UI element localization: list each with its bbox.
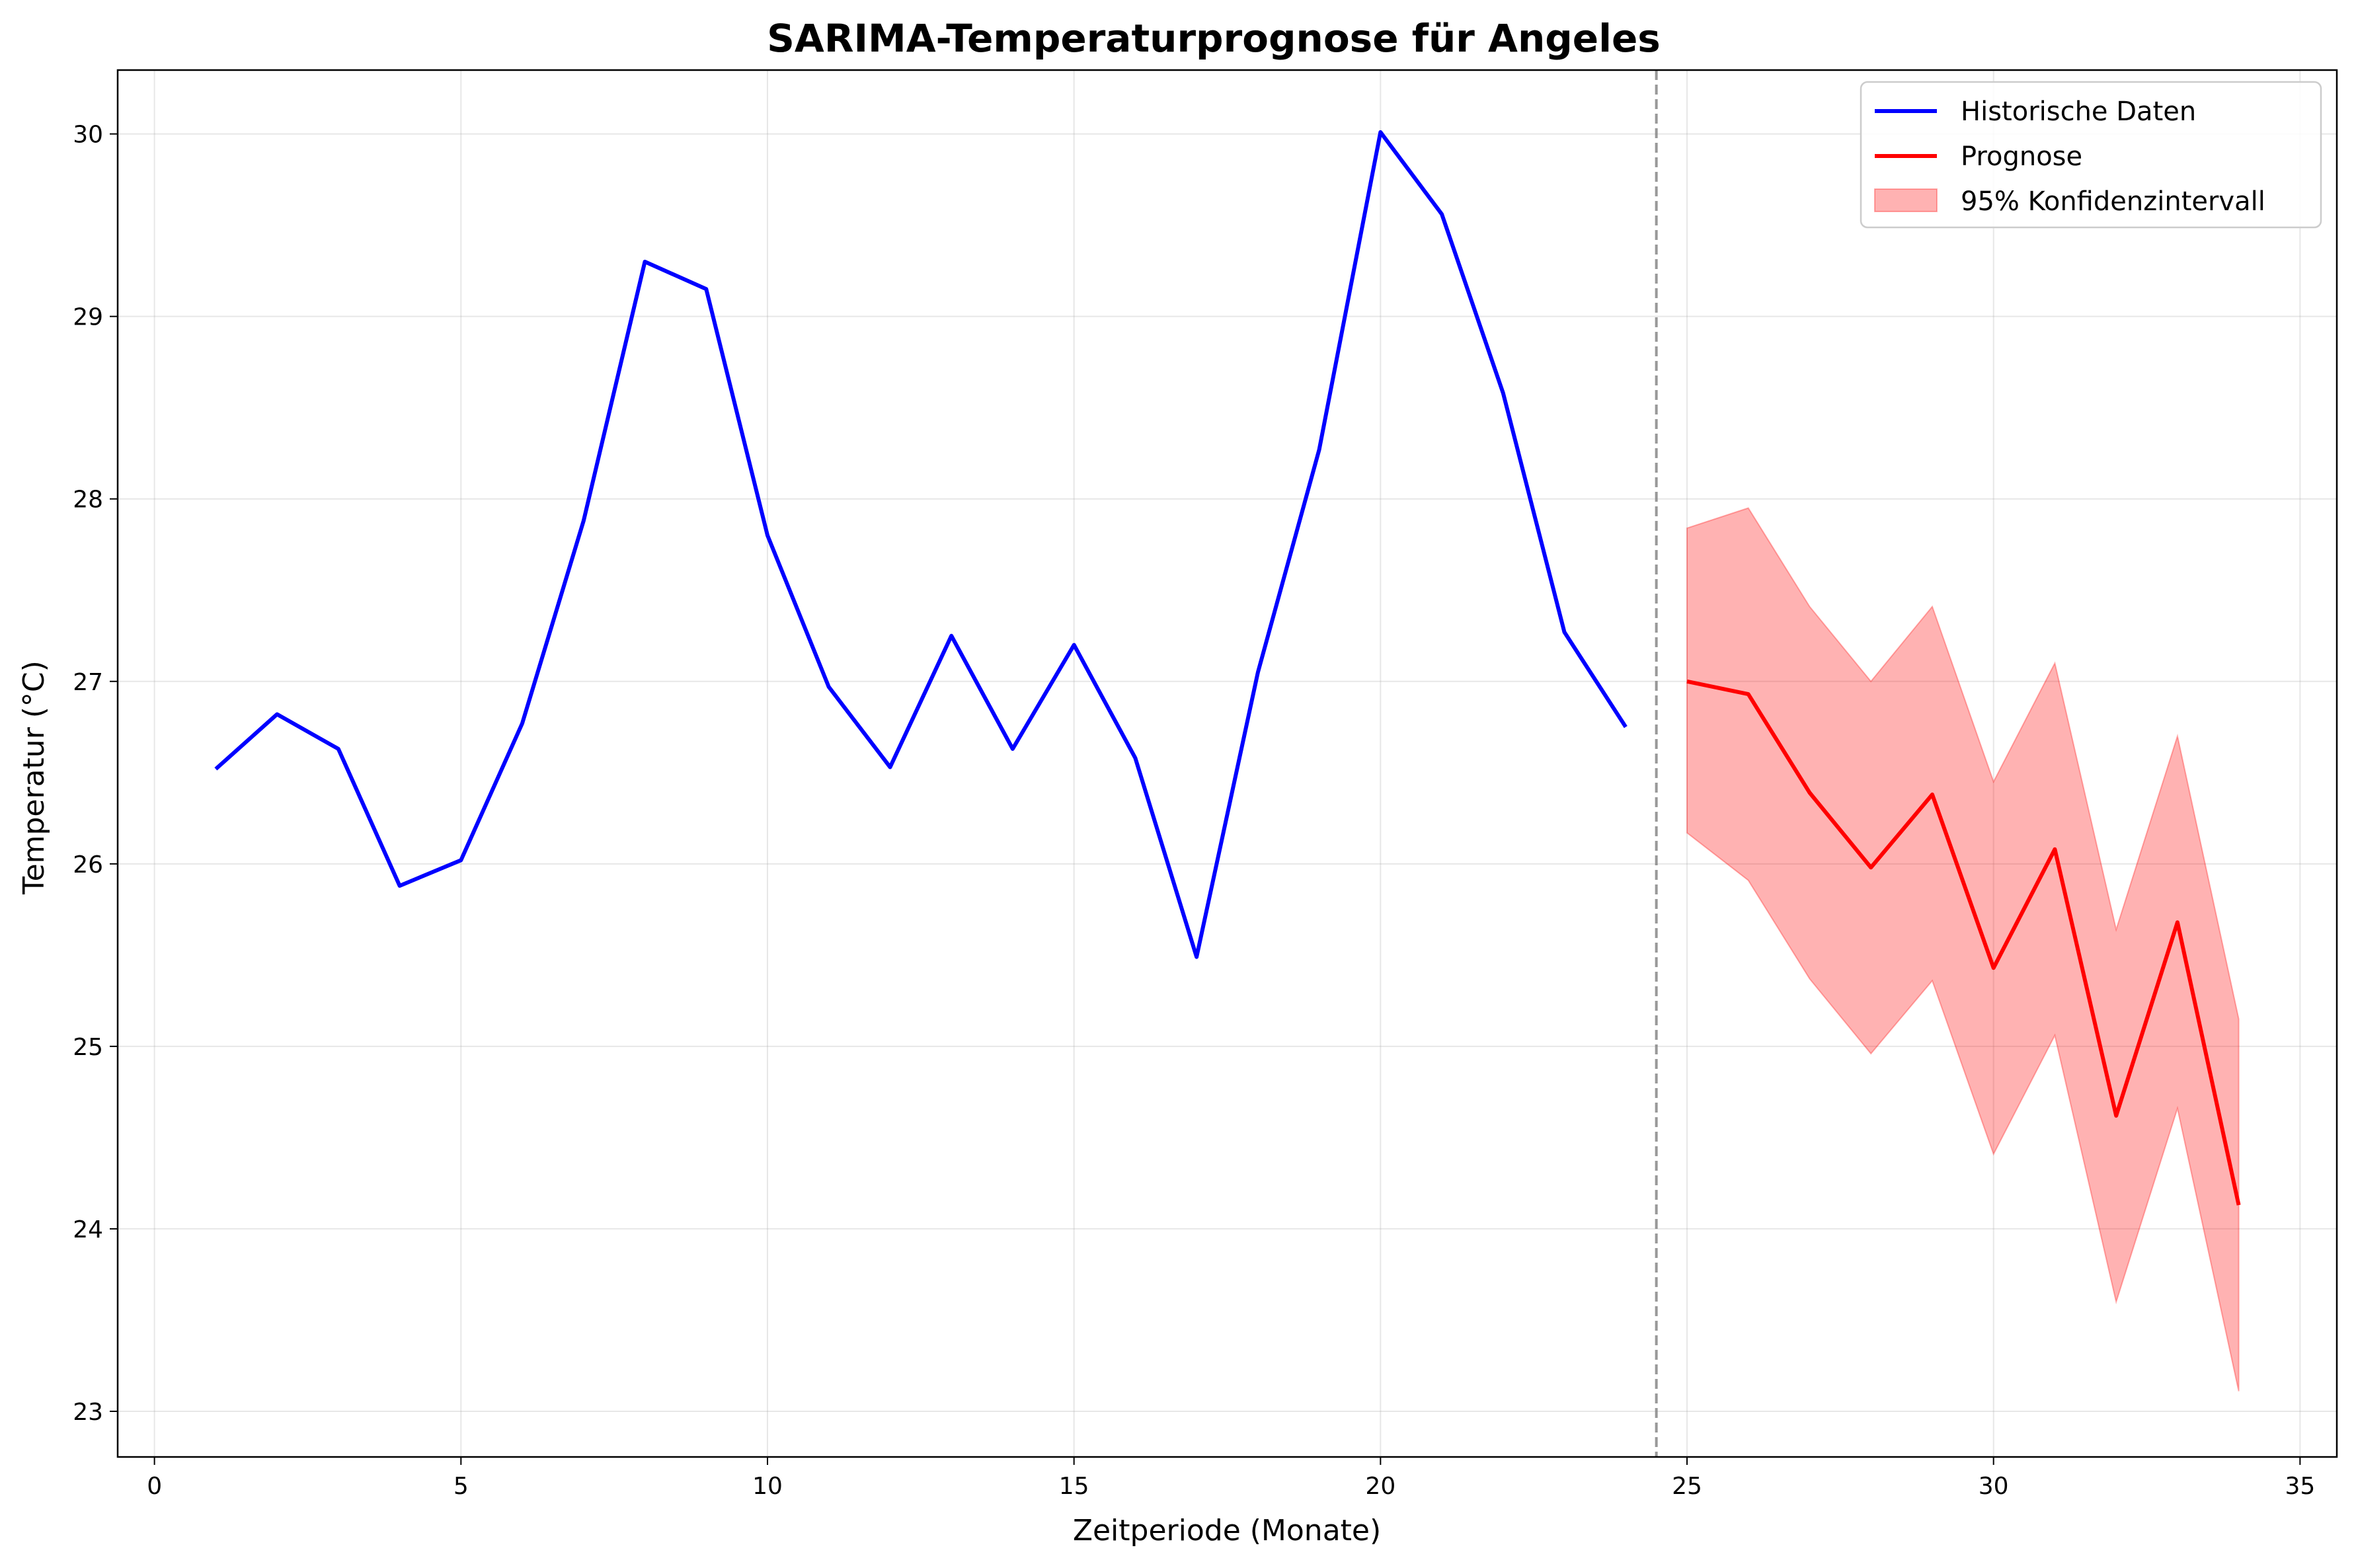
x-tick-label: 10: [752, 1473, 783, 1500]
grid: [118, 70, 2337, 1457]
y-tick-label: 29: [73, 304, 103, 331]
axis-ticks: 0 5 10 15 20 25 30 35 23 24 25 26 27 28 29 30: [73, 122, 2315, 1500]
legend-ci-label: 95% Konfidenzintervall: [1961, 186, 2265, 217]
legend: Historische Daten Prognose 95% Konfidenz…: [1860, 81, 2322, 229]
x-tick-label: 5: [453, 1473, 469, 1500]
series-layer: [214, 130, 2241, 1206]
confidence-band-layer: [1686, 507, 2240, 1392]
legend-forecast-label: Prognose: [1961, 141, 2082, 172]
y-tick-label: 23: [73, 1399, 103, 1426]
x-axis-label: Zeitperiode (Monate): [1073, 1514, 1381, 1548]
plot-frame: [116, 69, 2338, 1458]
x-tick-label: 30: [1979, 1473, 2009, 1500]
x-tick-label: 15: [1059, 1473, 1089, 1500]
y-tick-label: 30: [73, 122, 103, 149]
x-tick-label: 35: [2285, 1473, 2315, 1500]
legend-box: [1860, 81, 2322, 229]
y-axis-label: Temperatur (°C): [17, 660, 51, 895]
y-tick-label: 25: [73, 1034, 103, 1061]
x-tick-label: 25: [1672, 1473, 1702, 1500]
legend-historical-label: Historische Daten: [1961, 97, 2196, 127]
chart-title: SARIMA-Temperaturprognose für Angeles: [767, 16, 1661, 61]
y-tick-label: 26: [73, 851, 103, 879]
x-tick-label: 20: [1365, 1473, 1395, 1500]
legend-ci-swatch: [1874, 188, 1938, 212]
y-tick-label: 24: [73, 1216, 103, 1243]
forecast-series-line: [1686, 679, 2241, 1206]
y-tick-label: 27: [73, 669, 103, 696]
historical-series-line: [214, 130, 1628, 959]
y-tick-label: 28: [73, 487, 103, 514]
x-tick-label: 0: [147, 1473, 162, 1500]
confidence-interval-band: [1686, 507, 2240, 1392]
